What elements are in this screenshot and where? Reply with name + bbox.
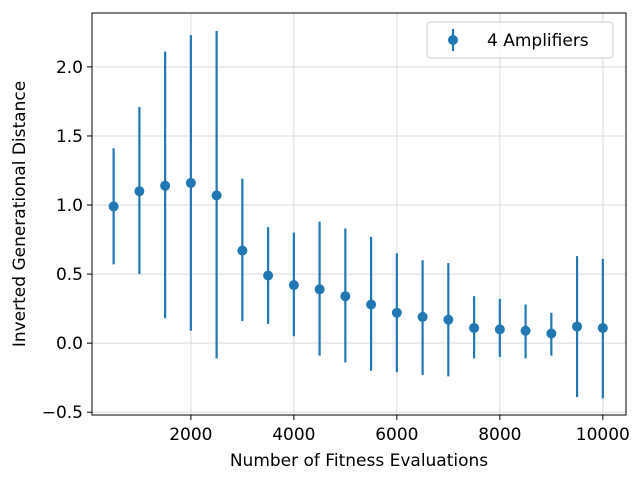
legend-label: 4 Amplifiers [487,31,589,51]
legend: 4 Amplifiers [426,21,614,59]
data-point [108,201,119,212]
y-tick-label: 0.0 [56,334,83,354]
grid [92,13,626,415]
data-point [417,311,428,322]
data-point [314,284,325,295]
data-point [366,299,377,310]
x-tick-label: 4000 [272,425,315,445]
data-point [572,321,583,332]
data-point [469,322,480,333]
data-point [520,325,531,336]
x-tick-label: 2000 [169,425,212,445]
data-point [494,324,505,335]
data-point [597,322,608,333]
data-point [211,190,222,201]
data-point [288,280,299,291]
axis-ticks: 2000 4000 6000 8000 10000 −0.5 0.0 0.5 1.0 1.5 2.0 [42,58,630,445]
data-point [185,177,196,188]
y-tick-label: 2.0 [56,58,83,78]
series-group [108,30,608,399]
x-tick-label: 6000 [375,425,418,445]
x-axis-label: Number of Fitness Evaluations [230,451,488,471]
data-point [263,270,274,281]
data-point [546,328,557,339]
data-point [237,245,248,256]
y-tick-label: 1.0 [56,196,83,216]
legend-box [426,21,614,59]
y-axis-label: Inverted Generational Distance [10,81,30,347]
data-point [391,307,402,318]
y-tick-label: 1.5 [56,127,83,147]
data-point [134,186,145,197]
plot-frame [91,12,627,416]
x-tick-label: 10000 [576,425,630,445]
data-point [443,314,454,325]
y-tick-label: −0.5 [42,403,83,423]
legend-marker [448,35,458,45]
y-tick-label: 0.5 [56,265,83,285]
x-tick-label: 8000 [478,425,521,445]
data-point [160,180,171,191]
data-point [340,291,351,302]
